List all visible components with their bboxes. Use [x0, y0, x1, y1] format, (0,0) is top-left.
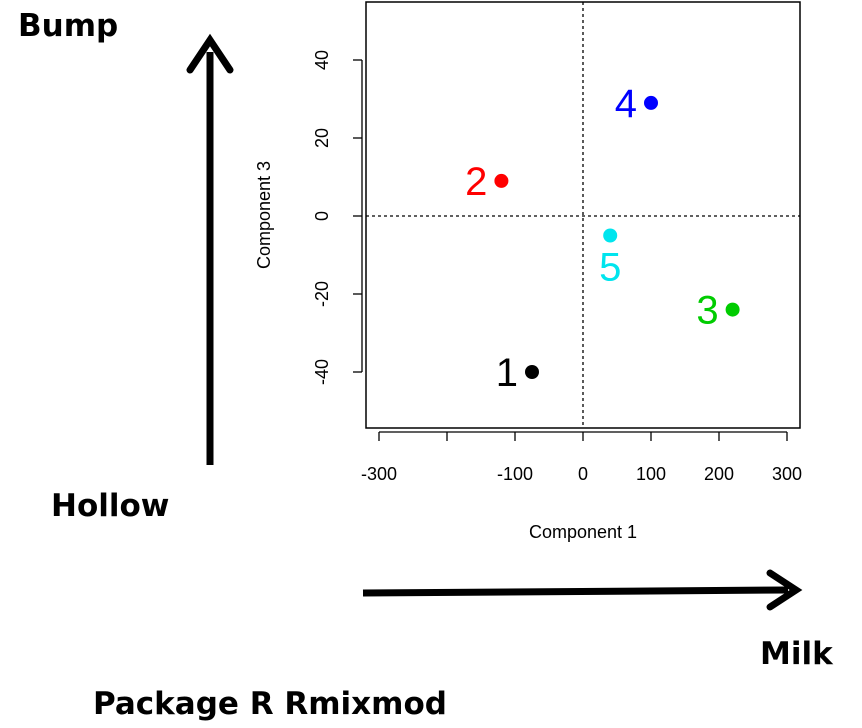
reference-lines [366, 2, 800, 428]
x-tick-label: 200 [704, 464, 734, 484]
y-tick-label: -40 [312, 359, 332, 385]
y-tick-label: -20 [312, 281, 332, 307]
data-point-1 [525, 365, 539, 379]
y-tick-label: 0 [312, 211, 332, 221]
y-tick-label: 40 [312, 50, 332, 70]
vertical-arrow [186, 33, 234, 465]
y-axis-title: Component 3 [254, 161, 274, 269]
x-tick-label: 100 [636, 464, 666, 484]
point-label-1: 1 [496, 351, 518, 395]
x-tick-label: 300 [772, 464, 802, 484]
point-label-5: 5 [599, 246, 621, 290]
data-point-5 [603, 228, 618, 243]
point-label-3: 3 [696, 289, 718, 333]
horizontal-arrow [362, 569, 803, 611]
x-tick-label: -100 [497, 464, 533, 484]
point-label-4: 4 [615, 82, 637, 126]
data-points: 1 2 3 4 5 [465, 82, 740, 395]
y-tick-label: 20 [312, 128, 332, 148]
y-axis: -40 -20 0 20 40 [312, 50, 363, 385]
point-label-2: 2 [465, 160, 487, 204]
hollow-label: Hollow [51, 488, 170, 524]
data-point-2 [494, 173, 509, 188]
x-axis-title: Component 1 [529, 522, 637, 542]
x-tick-label: 0 [578, 464, 588, 484]
x-axis: -300 -100 0 100 200 300 [361, 431, 802, 484]
footer-caption: Package R Rmixmod [93, 686, 447, 722]
data-point-3 [725, 302, 740, 317]
x-tick-label: -300 [361, 464, 397, 484]
milk-label: Milk [760, 636, 833, 672]
data-point-4 [644, 95, 658, 110]
bump-label: Bump [18, 8, 119, 44]
